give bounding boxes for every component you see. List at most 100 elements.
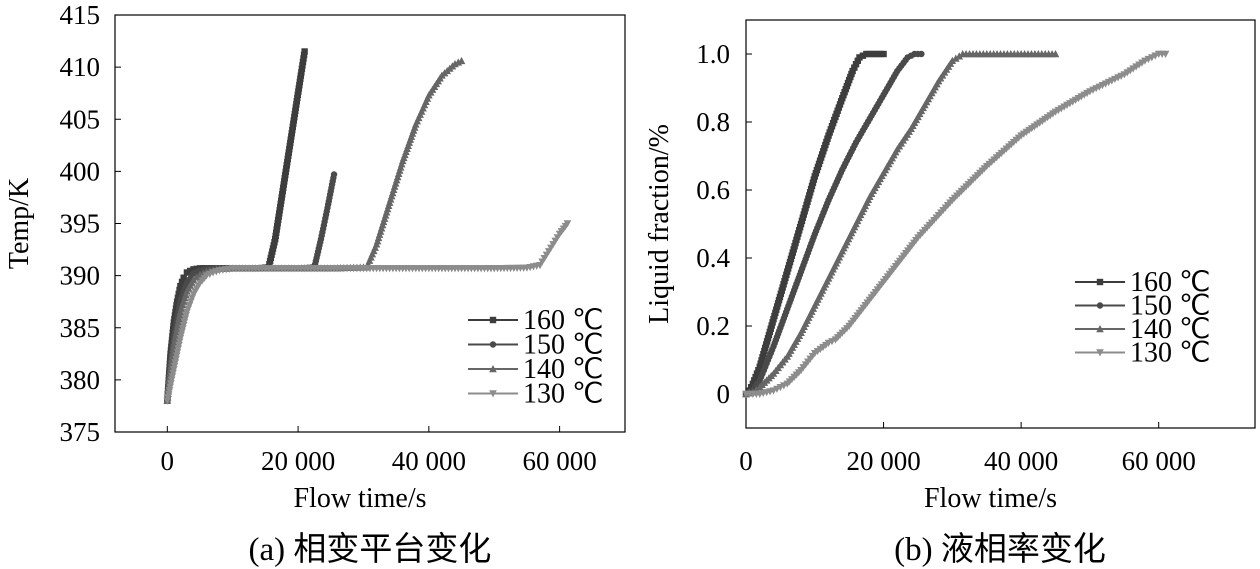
chart-b-y-tick-label: 0.8 xyxy=(696,107,730,137)
chart-a-data-point xyxy=(178,278,186,286)
chart-a-data-point xyxy=(175,341,183,350)
chart-b-y-tick-label: 0.2 xyxy=(696,311,730,341)
chart-a-series-line xyxy=(166,60,462,401)
chart-b-legend-marker xyxy=(1096,302,1104,309)
chart-b-data-point xyxy=(755,367,762,374)
chart-a-series-0 xyxy=(164,48,308,404)
chart-a-data-point xyxy=(276,207,283,214)
chart-a-data-point xyxy=(282,168,289,175)
chart-a-y-axis-label: Temp/K xyxy=(4,178,35,269)
chart-b-data-point xyxy=(752,373,759,381)
chart-a-y-tick-label: 400 xyxy=(60,156,101,186)
chart-b-data-point xyxy=(866,50,874,58)
chart-a-data-point xyxy=(298,65,306,73)
chart-a-data-point xyxy=(276,210,283,217)
chart-b-data-point xyxy=(951,54,960,62)
chart-a-legend-marker xyxy=(489,365,497,373)
chart-a-data-point xyxy=(272,232,279,240)
chart-b-x-tick-label: 0 xyxy=(739,446,753,476)
chart-a-data-point xyxy=(296,78,304,86)
chart-a-data-point xyxy=(299,58,307,66)
chart-b-data-point xyxy=(870,50,877,58)
chart-a-series-line xyxy=(166,222,569,401)
chart-a-data-point xyxy=(283,165,290,172)
chart-a-data-point xyxy=(297,75,304,82)
chart-a-data-point xyxy=(273,226,280,233)
chart-a-data-point xyxy=(277,200,284,208)
chart-a-data-point xyxy=(284,155,291,163)
chart-b-data-point xyxy=(1161,50,1170,58)
chart-a-data-point xyxy=(274,223,281,230)
chart-a-data-point xyxy=(172,352,181,360)
chart-a-data-point xyxy=(285,152,292,159)
chart-a-y-tick-label: 410 xyxy=(60,52,101,82)
chart-a-data-point xyxy=(283,162,290,169)
chart-b-data-point xyxy=(856,54,863,61)
chart-a-data-point xyxy=(173,301,180,309)
chart-a-y-tick-label: 380 xyxy=(60,365,101,395)
chart-a-data-point xyxy=(299,62,306,69)
chart-b-data-point xyxy=(876,50,884,58)
chart-a-x-tick-label: 20 000 xyxy=(261,446,335,476)
chart-b-x-tick-label: 20 000 xyxy=(846,446,920,476)
chart-a-data-point xyxy=(281,174,288,182)
chart-a-data-point xyxy=(176,286,183,294)
chart-a-data-point xyxy=(289,123,296,131)
chart-a-data-point xyxy=(172,355,180,364)
chart-a-data-point xyxy=(164,390,173,398)
chart-a-legend-marker xyxy=(489,390,497,398)
chart-a-data-point xyxy=(170,366,178,374)
chart-a-data-point xyxy=(294,94,301,102)
chart-b-y-tick-label: 0.6 xyxy=(696,175,730,205)
chart-a-data-point xyxy=(293,101,300,108)
chart-b-data-point xyxy=(849,67,856,75)
chart-b-data-point xyxy=(955,52,964,60)
chart-a-data-point xyxy=(277,203,284,211)
chart-a-data-point xyxy=(300,55,307,62)
chart-b-data-point xyxy=(918,50,925,58)
chart-a-data-point xyxy=(281,178,288,185)
chart-b-data-point xyxy=(753,370,761,377)
chart-a-data-point xyxy=(288,130,295,137)
chart-b-data-point xyxy=(851,64,858,71)
chart-a-legend-label: 160 ℃ xyxy=(523,305,603,336)
chart-a-data-point xyxy=(165,387,174,395)
chart-b-legend-marker xyxy=(1096,349,1104,357)
chart-a-data-point xyxy=(169,369,177,377)
chart-a-data-point xyxy=(173,348,182,357)
chart-a-data-point xyxy=(272,229,280,236)
chart-a-data-point xyxy=(286,142,293,150)
chart-b-caption: (b) 液相率变化 xyxy=(894,531,1106,568)
chart-a-legend-label: 130 ℃ xyxy=(523,379,603,410)
chart-a-data-point xyxy=(293,98,301,105)
chart-a-data-point xyxy=(294,91,302,98)
chart-a-data-point xyxy=(278,194,285,201)
chart-b-data-point xyxy=(1051,50,1060,58)
chart-b-data-point xyxy=(749,380,757,387)
chart-a-data-point xyxy=(287,139,294,147)
chart-b-legend-label: 140 ℃ xyxy=(1130,314,1210,345)
chart-a-data-point xyxy=(284,158,291,166)
chart-a-data-point xyxy=(171,359,180,367)
chart-b-data-point xyxy=(880,50,887,58)
chart-a-data-point xyxy=(183,269,191,276)
chart-a-series-3 xyxy=(163,220,572,405)
chart-a-data-point xyxy=(301,48,308,55)
chart-a-data-point xyxy=(168,373,177,381)
chart-a-data-point xyxy=(177,282,184,290)
chart-a-data-point xyxy=(280,181,287,188)
chart-a-data-point xyxy=(164,394,172,402)
chart-a-data-point xyxy=(174,345,183,353)
chart-a-data-point xyxy=(286,146,293,153)
chart-a-legend-label: 150 ℃ xyxy=(523,330,603,361)
chart-a-y-tick-label: 395 xyxy=(60,209,101,239)
chart-b-data-point xyxy=(854,57,861,64)
chart-a-data-point xyxy=(279,191,286,198)
chart-b-series-0 xyxy=(742,50,887,398)
chart-a-data-point xyxy=(296,81,303,89)
chart-a-data-point xyxy=(186,267,194,275)
chart-a-data-point xyxy=(330,171,338,178)
chart-a-data-point xyxy=(298,69,305,76)
chart-b-legend-label: 130 ℃ xyxy=(1130,338,1210,369)
